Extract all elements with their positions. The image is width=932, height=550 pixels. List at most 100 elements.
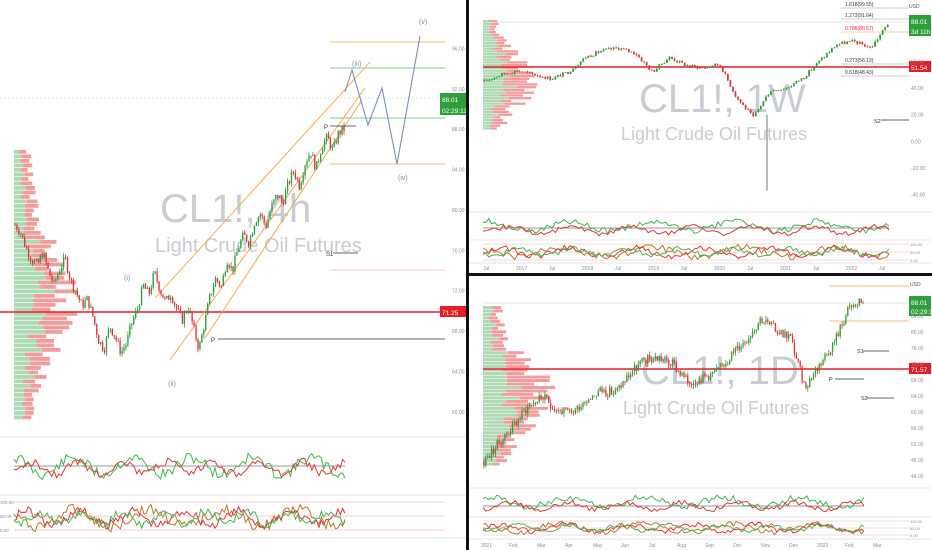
candle-body [567, 72, 569, 74]
volume-profile-down-bar [24, 213, 32, 217]
candle-body [29, 257, 32, 261]
wave-label-3: (iii) [352, 61, 361, 68]
candle-body [181, 311, 184, 324]
candle-body [521, 71, 524, 73]
candle-body [281, 196, 283, 202]
chart-1d-svg: CL1!, 1D Light Crude Oil Futures P S1 S2 USD 8… [469, 282, 932, 549]
candle-body [308, 155, 310, 162]
candle-body [319, 154, 322, 161]
candle-body [160, 290, 162, 295]
candle-body [222, 275, 224, 286]
candle-body [677, 370, 679, 372]
candle-body [117, 340, 119, 341]
candle-body [809, 378, 811, 388]
candle-body [744, 342, 746, 344]
volume-profile-down-bar [44, 271, 66, 276]
candle-body [723, 364, 725, 367]
candle-body [131, 323, 133, 326]
candle-body [599, 387, 601, 392]
volume-profile-up-bar [14, 375, 35, 379]
volume-profile-up-bar [14, 361, 30, 366]
candle-body [549, 76, 552, 80]
volume-profile-down-bar [506, 91, 535, 94]
candle-body [314, 154, 316, 170]
candle-body [620, 385, 622, 388]
x-tick-label: Jul [813, 266, 819, 272]
pane-divider-vertical[interactable] [466, 0, 469, 550]
candle-body [654, 356, 657, 360]
candle-body [726, 73, 729, 81]
candle-body [620, 48, 623, 50]
candle-body [152, 273, 154, 288]
wave-label-2: (ii) [168, 381, 176, 388]
volume-profile-up-bar [14, 289, 55, 294]
chart-pane-1w[interactable]: CL1!, 1W Light Crude Oil Futures 1.618(99.… [469, 0, 932, 273]
volume-profile-up-bar [483, 459, 497, 462]
candle-body [828, 353, 830, 355]
candle-body [652, 359, 655, 363]
candle-body [653, 70, 656, 72]
candle-body [527, 406, 529, 414]
candle-body [770, 91, 772, 95]
chart-pane-4h[interactable]: CL1!, 4hLight Crude Oil Futures(i)(ii)(i… [0, 0, 466, 550]
candle-body [711, 66, 714, 68]
volume-profile-up-bar [483, 365, 507, 369]
candle-body [635, 365, 638, 372]
volume-profile-up-bar [483, 462, 493, 466]
candle-body [565, 407, 567, 409]
p-label: P [211, 338, 215, 344]
candle-body [177, 308, 180, 310]
wave-projection-path [344, 35, 421, 165]
candle-body [271, 203, 273, 213]
candle-body [201, 334, 203, 343]
fib-label: 0.786(80.57) [845, 26, 874, 32]
volume-profile-down-bar [490, 108, 506, 111]
volume-profile-down-bar [494, 105, 510, 108]
candle-body [580, 407, 582, 411]
volume-profile-up-bar [14, 181, 21, 186]
x-tick-label: Oct [733, 543, 741, 549]
candle-body [166, 295, 168, 298]
candle-body [66, 257, 69, 273]
volume-profile-down-bar [23, 388, 39, 393]
candle-body [709, 373, 712, 381]
candle-body [715, 368, 718, 372]
candle-body [886, 24, 889, 28]
candle-body [881, 30, 884, 35]
candle-body [601, 387, 603, 393]
volume-profile-up-bar [14, 402, 22, 406]
volume-profile-up-bar [483, 127, 491, 130]
volume-profile-down-bar [507, 69, 521, 72]
volume-profile-down-bar [35, 267, 48, 271]
volume-profile-up-bar [483, 86, 517, 89]
candle-body [329, 138, 332, 149]
candle-body [805, 76, 808, 79]
candle-body [749, 336, 752, 339]
volume-profile-up-bar [14, 370, 29, 375]
y-tick-label: 92.00 [452, 87, 465, 93]
y-tick-label: 0.00 [911, 139, 921, 145]
volume-profile-up-bar [14, 163, 23, 168]
volume-profile-up-bar [14, 249, 33, 253]
pane-divider-horizontal[interactable] [469, 273, 932, 276]
candle-body [574, 66, 577, 69]
x-tick-label: 2022 [817, 543, 828, 549]
fib-label: 1.618(99.55) [845, 2, 874, 8]
candle-body [539, 75, 541, 77]
candle-body [513, 70, 516, 74]
candle-body [662, 359, 664, 362]
volume-profile-up-bar [483, 337, 500, 341]
candle-body [129, 325, 131, 336]
volume-profile-up-bar [483, 97, 510, 100]
candle-body [513, 421, 516, 423]
chart-pane-1d[interactable]: CL1!, 1D Light Crude Oil Futures P S1 S2 USD 8… [469, 276, 932, 550]
candle-body [814, 369, 817, 375]
volume-profile-down-bar [37, 280, 76, 285]
volume-profile-up-bar [14, 276, 46, 280]
timer-tag-bg [909, 305, 931, 316]
candle-body [658, 64, 661, 69]
y-tick-label: 68.00 [452, 329, 465, 335]
volume-profile-down-bar [21, 402, 33, 406]
candle-body [714, 63, 717, 67]
candle-body [808, 70, 810, 77]
